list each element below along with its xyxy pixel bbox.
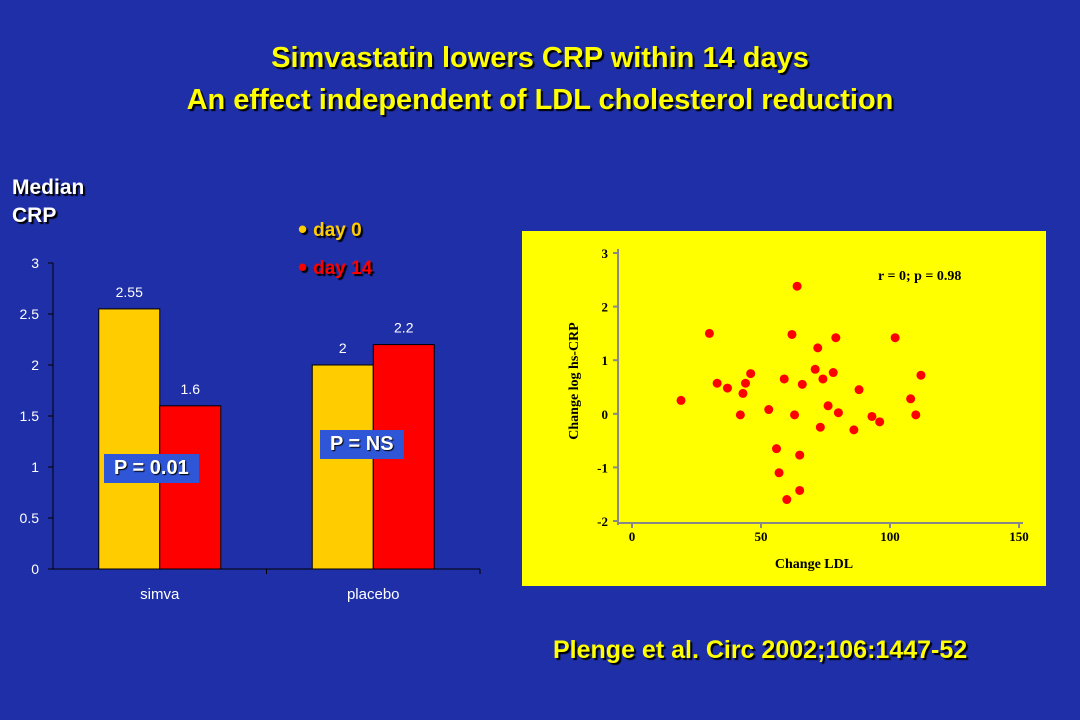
scatter-point [746, 369, 756, 379]
legend-item-day14: • day 14 [298, 252, 372, 283]
scatter-x-axis-title: Change LDL [775, 557, 853, 572]
scatter-point [831, 333, 841, 343]
scatter-point [906, 394, 916, 404]
scatter-point [916, 370, 926, 380]
legend-label-day14: day 14 [313, 258, 373, 279]
bar-ylabel-line1: Median [12, 176, 85, 199]
scatter-point [735, 410, 745, 420]
y-tick-label: 0.5 [20, 510, 40, 526]
y-tick-label: 3 [31, 255, 39, 271]
slide-title-line2: An effect independent of LDL cholesterol… [186, 84, 894, 116]
scatter-point [738, 388, 748, 398]
scatter-point [712, 378, 722, 388]
scatter-point [810, 364, 820, 374]
scatter-plot: -2 -1 0 1 2 3 0 50 100 150 Change LDL Change log hs… [522, 231, 1046, 586]
bar-data-label: 2.2 [394, 320, 414, 336]
scatter-point [797, 379, 807, 389]
bar [98, 308, 161, 570]
scatter-annotation: r = 0; p = 0.98 [878, 269, 961, 284]
scatter-point [911, 410, 921, 420]
scatter-point [867, 411, 877, 421]
scatter-y-axis-title: Change log hs-CRP [567, 322, 582, 440]
bar-ylabel-line2: CRP [12, 204, 57, 227]
scatter-point [823, 401, 833, 411]
scatter-y-tick-label: 0 [602, 407, 609, 422]
scatter-x-tick-label: 50 [755, 529, 768, 544]
scatter-x-tick-label: 0 [629, 529, 636, 544]
y-tick-label: 0 [31, 561, 39, 577]
bar-chart: 0 0.5 1 1.5 2 2.5 3 2.55 1.6 simva 2 2.2 placebo [20, 255, 481, 603]
scatter-point [849, 425, 859, 435]
scatter-x-tick-label: 100 [880, 529, 900, 544]
scatter-point [774, 468, 784, 478]
scatter-point [815, 422, 825, 432]
legend-bullet-icon: • [298, 214, 308, 244]
scatter-y-tick-label: -1 [597, 460, 608, 475]
y-tick-label: 1.5 [20, 408, 40, 424]
scatter-point [676, 395, 686, 405]
slide-title-line1: Simvastatin lowers CRP within 14 days [271, 42, 809, 74]
bar-data-label: 2 [339, 340, 347, 356]
scatter-point [779, 374, 789, 384]
scatter-point [782, 495, 792, 505]
x-tick-label: simva [140, 586, 180, 603]
scatter-point [771, 444, 781, 454]
x-tick-label: placebo [347, 586, 400, 603]
scatter-point [795, 450, 805, 460]
scatter-point [722, 383, 732, 393]
scatter-point [795, 485, 805, 495]
y-tick-label: 1 [31, 459, 39, 475]
p-value-placebo: P = NS [320, 430, 404, 459]
y-tick-label: 2 [31, 357, 39, 373]
scatter-point [875, 417, 885, 427]
scatter-point [792, 281, 802, 291]
scatter-x-tick-label: 150 [1009, 529, 1029, 544]
scatter-y-tick-label: -2 [597, 514, 608, 529]
scatter-point [854, 385, 864, 395]
scatter-point [890, 333, 900, 343]
legend-bullet-icon: • [298, 252, 308, 282]
scatter-point [704, 328, 714, 338]
bar-data-label: 1.6 [181, 381, 201, 397]
p-value-simva: P = 0.01 [104, 454, 199, 483]
scatter-point [787, 329, 797, 339]
legend-item-day0: • day 0 [298, 214, 362, 245]
scatter-point [828, 368, 838, 378]
scatter-point [818, 374, 828, 384]
scatter-point [813, 343, 823, 353]
legend-label-day0: day 0 [313, 220, 362, 241]
scatter-y-tick-label: 1 [602, 353, 609, 368]
scatter-point [833, 408, 843, 418]
scatter-point [790, 410, 800, 420]
y-tick-label: 2.5 [20, 306, 40, 322]
citation: Plenge et al. Circ 2002;106:1447-52 [553, 636, 968, 664]
scatter-point [741, 378, 751, 388]
bar [159, 405, 222, 570]
scatter-point [764, 405, 774, 415]
scatter-background [522, 231, 1046, 586]
bar-data-label: 2.55 [116, 284, 143, 300]
scatter-y-tick-label: 3 [602, 246, 609, 261]
bar-chart-ylabel: Median CRP [12, 174, 84, 230]
scatter-y-tick-label: 2 [602, 300, 609, 315]
bar [311, 364, 374, 570]
